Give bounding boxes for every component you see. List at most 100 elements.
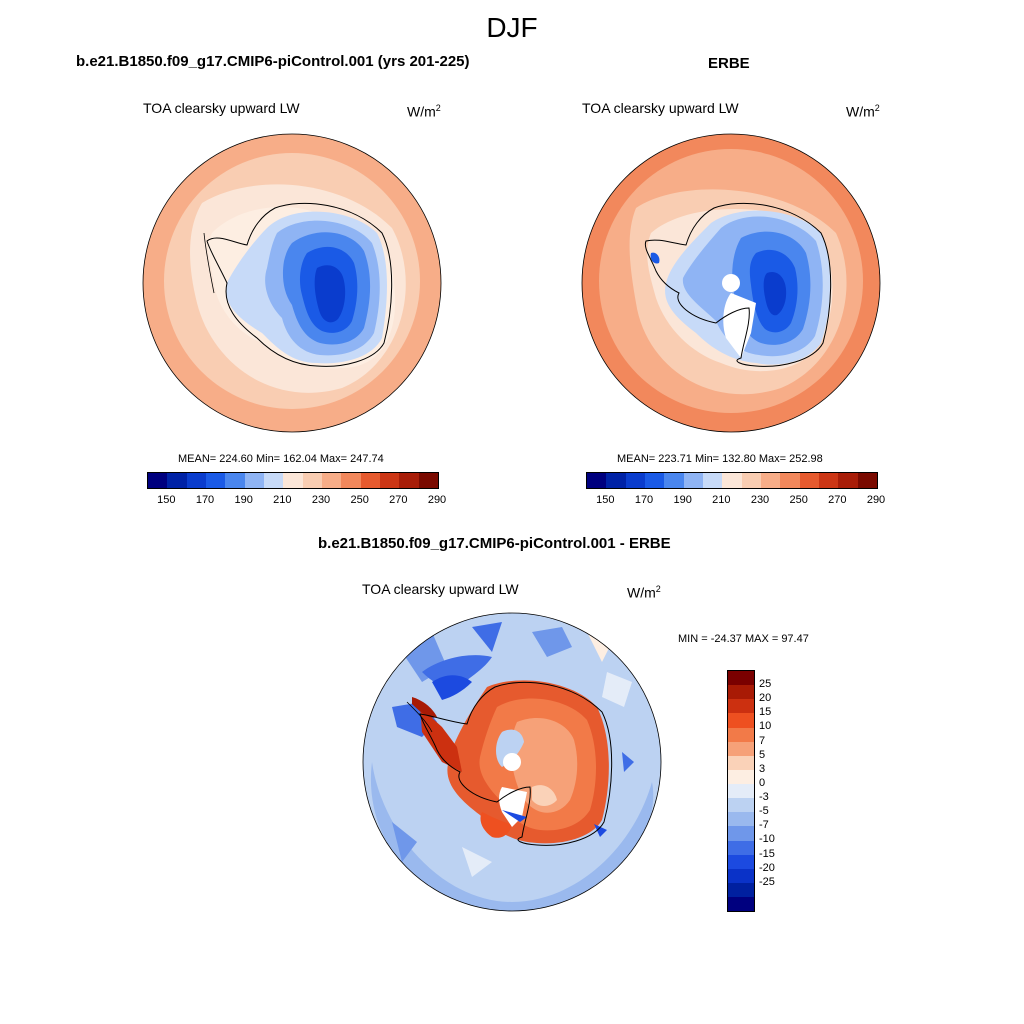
colorbar-tick-label: -5 <box>759 805 769 818</box>
panel-2-units: W/m2 <box>846 103 880 120</box>
colorbar-swatch <box>728 897 754 912</box>
colorbar-swatch <box>186 473 206 488</box>
colorbar-swatch <box>728 854 754 869</box>
colorbar-tick-label: 150 <box>596 494 615 506</box>
panel-3-units-exp: 2 <box>655 584 661 594</box>
colorbar-tick-label: 250 <box>350 494 369 506</box>
colorbar-tick-label: 230 <box>750 494 770 506</box>
colorbar-swatch <box>728 812 754 827</box>
colorbar-swatch <box>225 473 245 488</box>
colorbar-tick-label: 290 <box>866 494 886 506</box>
colorbar-swatch <box>728 826 754 841</box>
colorbar-swatch <box>728 727 754 742</box>
colorbar-swatch <box>728 882 754 897</box>
colorbar-swatch <box>399 473 419 488</box>
colorbar-tick-label: -3 <box>759 791 769 804</box>
colorbar-swatch <box>379 473 400 488</box>
panel-1-units: W/m2 <box>407 103 441 120</box>
colorbar-swatch <box>625 473 645 488</box>
panel-1-stats: MEAN= 224.60 Min= 162.04 Max= 247.74 <box>178 453 384 465</box>
panel-3-variable-label: TOA clearsky upward LW <box>362 581 519 597</box>
colorbar-swatch <box>702 473 723 488</box>
panel-3-colorbar-ticks: 25 20 15 10 7 5 3 0 -3 -5 -7 -10 -15 -20 -25 <box>759 670 799 910</box>
colorbar-swatch <box>728 713 754 728</box>
panel-1-title: b.e21.B1850.f09_g17.CMIP6-piControl.001 … <box>76 53 470 70</box>
colorbar-swatch <box>148 473 168 488</box>
colorbar-tick-label: 170 <box>195 494 215 506</box>
colorbar-tick-label: 7 <box>759 734 766 747</box>
colorbar-tick-label: 170 <box>634 494 654 506</box>
colorbar-swatch <box>728 685 754 700</box>
panel-2-colorbar <box>586 472 878 489</box>
colorbar-swatch <box>728 798 754 813</box>
colorbar-tick-label: 25 <box>759 678 772 691</box>
colorbar-swatch <box>728 769 754 784</box>
colorbar-swatch <box>587 473 607 488</box>
panel-2-colorbar-ticks: 150 170 190 210 230 250 270 290 <box>586 494 885 508</box>
panel-1-colorbar-ticks: 150 170 190 210 230 250 270 290 <box>147 494 446 508</box>
colorbar-tick-label: 250 <box>789 494 808 506</box>
colorbar-tick-label: 230 <box>311 494 331 506</box>
colorbar-tick-label: 210 <box>712 494 731 506</box>
colorbar-swatch <box>741 473 761 488</box>
panel-3-units-base: W/m <box>627 584 656 601</box>
colorbar-swatch <box>728 840 754 855</box>
colorbar-tick-label: 190 <box>234 494 253 506</box>
colorbar-swatch <box>799 473 819 488</box>
colorbar-swatch <box>722 473 742 488</box>
panel-2-units-base: W/m <box>846 103 875 120</box>
colorbar-swatch <box>418 473 438 488</box>
colorbar-swatch <box>818 473 839 488</box>
colorbar-tick-label: 15 <box>759 706 772 719</box>
colorbar-swatch <box>683 473 703 488</box>
panel-2-stats: MEAN= 223.71 Min= 132.80 Max= 252.98 <box>617 453 823 465</box>
colorbar-tick-label: 290 <box>427 494 447 506</box>
panel-1-units-base: W/m <box>407 103 436 120</box>
panel-3-colorbar <box>727 670 755 912</box>
panel-3-polar-map <box>362 612 662 912</box>
colorbar-swatch <box>167 473 187 488</box>
colorbar-tick-label: 3 <box>759 762 766 775</box>
colorbar-tick-label: -25 <box>759 875 775 888</box>
colorbar-swatch <box>244 473 264 488</box>
colorbar-swatch <box>664 473 684 488</box>
colorbar-swatch <box>360 473 380 488</box>
colorbar-swatch <box>857 473 877 488</box>
panel-1-units-exp: 2 <box>435 103 441 113</box>
colorbar-swatch <box>728 868 754 883</box>
panel-2-units-exp: 2 <box>874 103 880 113</box>
colorbar-swatch <box>780 473 800 488</box>
figure-title: DJF <box>486 12 538 43</box>
colorbar-tick-label: 0 <box>759 776 766 789</box>
panel-1-colorbar <box>147 472 439 489</box>
colorbar-swatch <box>205 473 226 488</box>
panel-1-polar-map <box>142 133 442 433</box>
colorbar-tick-label: -7 <box>759 819 769 832</box>
colorbar-tick-label: -10 <box>759 833 775 846</box>
panel-3-stats: MIN = -24.37 MAX = 97.47 <box>678 633 809 645</box>
colorbar-swatch <box>606 473 626 488</box>
colorbar-tick-label: -15 <box>759 847 775 860</box>
colorbar-swatch <box>728 755 754 770</box>
colorbar-tick-label: 210 <box>273 494 292 506</box>
panel-2-title: ERBE <box>708 55 750 72</box>
colorbar-swatch <box>760 473 781 488</box>
panel-3-title: b.e21.B1850.f09_g17.CMIP6-piControl.001 … <box>318 535 671 552</box>
panel-3-units: W/m2 <box>627 584 661 601</box>
colorbar-tick-label: 5 <box>759 748 766 761</box>
colorbar-swatch <box>728 741 754 756</box>
colorbar-tick-label: -20 <box>759 861 775 874</box>
colorbar-swatch <box>263 473 284 488</box>
colorbar-tick-label: 150 <box>157 494 176 506</box>
colorbar-swatch <box>341 473 361 488</box>
colorbar-swatch <box>302 473 322 488</box>
colorbar-tick-label: 20 <box>759 692 772 705</box>
panel-2-polar-map <box>581 133 881 433</box>
panel-2-variable-label: TOA clearsky upward LW <box>582 100 739 116</box>
panel-1-variable-label: TOA clearsky upward LW <box>143 100 300 116</box>
colorbar-tick-label: 190 <box>673 494 692 506</box>
colorbar-swatch <box>283 473 303 488</box>
colorbar-swatch <box>728 784 754 799</box>
colorbar-tick-label: 270 <box>828 494 847 506</box>
colorbar-tick-label: 270 <box>389 494 408 506</box>
